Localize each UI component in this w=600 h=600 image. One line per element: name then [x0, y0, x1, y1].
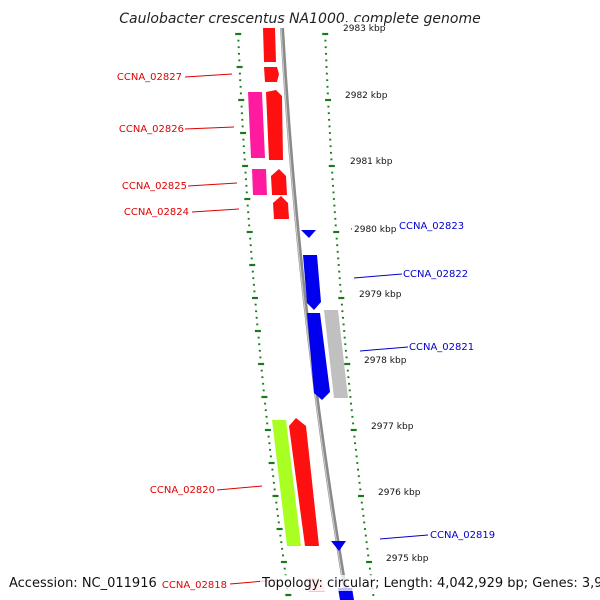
- kbp-label: 2980 kbp: [354, 225, 397, 235]
- kbp-label: 2983 kbp: [343, 24, 386, 34]
- gene-label-ccna-02823[interactable]: CCNA_02823: [399, 221, 464, 232]
- gene-block-02827-b[interactable]: [264, 67, 279, 82]
- map-title: Caulobacter crescentus NA1000, complete …: [119, 11, 480, 27]
- gene-block-02824-red[interactable]: [273, 196, 289, 219]
- gene-block-02822-blue[interactable]: [303, 255, 321, 310]
- gene-block-02825-red[interactable]: [271, 169, 287, 195]
- gene-label-ccna-02819[interactable]: CCNA_02819: [430, 530, 495, 541]
- topology-text: Topology: circular; Length: 4,042,929 bp…: [261, 576, 600, 591]
- gene-block-02826-red[interactable]: [266, 90, 283, 160]
- gene-label-ccna-02827[interactable]: CCNA_02827: [117, 72, 182, 83]
- gene-block-02826-pink[interactable]: [248, 92, 265, 158]
- kbp-label: 2977 kbp: [371, 422, 414, 432]
- gene-block-02821-grey[interactable]: [324, 310, 348, 398]
- outer-ruler: [322, 32, 375, 596]
- kbp-label: 2975 kbp: [386, 554, 429, 564]
- kbp-labels: 2983 kbp 2982 kbp 2981 kbp 2980 kbp 2979…: [340, 22, 429, 564]
- gene-label-ccna-02826[interactable]: CCNA_02826: [119, 124, 184, 135]
- left-leader-lines: [184, 73, 277, 585]
- left-gene-labels: CCNA_02827 CCNA_02826 CCNA_02825 CCNA_02…: [117, 72, 215, 496]
- kbp-label: 2982 kbp: [345, 91, 388, 101]
- genome-backbone: [280, 27, 349, 600]
- gene-label-ccna-02820[interactable]: CCNA_02820: [150, 485, 215, 496]
- right-gene-labels: CCNA_02823 CCNA_02822 CCNA_02821 CCNA_02…: [399, 221, 495, 541]
- footer: Accession: NC_011916 CCNA_02818 Topology…: [9, 575, 600, 591]
- kbp-label: 2978 kbp: [364, 356, 407, 366]
- gene-label-ccna-02821[interactable]: CCNA_02821: [409, 342, 474, 353]
- gene-label-ccna-02818[interactable]: CCNA_02818: [162, 580, 227, 591]
- gene-block-02820-red[interactable]: [289, 418, 319, 546]
- gene-block-02821-blue[interactable]: [307, 313, 330, 400]
- gene-label-ccna-02824[interactable]: CCNA_02824: [124, 207, 189, 218]
- kbp-label: 2981 kbp: [350, 157, 393, 167]
- genome-backbone-highlight: [280, 27, 347, 600]
- gene-block-02820-lime[interactable]: [272, 420, 301, 546]
- gene-features: [248, 28, 354, 600]
- gene-block-02819-blue[interactable]: [331, 541, 346, 551]
- gene-label-ccna-02822[interactable]: CCNA_02822: [403, 269, 468, 280]
- kbp-label: 2979 kbp: [359, 290, 402, 300]
- accession-text: Accession: NC_011916: [9, 576, 157, 591]
- gene-block-02825-pink[interactable]: [252, 169, 267, 195]
- kbp-label: 2976 kbp: [378, 488, 421, 498]
- gene-label-ccna-02825[interactable]: CCNA_02825: [122, 181, 187, 192]
- gene-block-02823-blue[interactable]: [301, 230, 316, 238]
- gene-block-02827-a[interactable]: [263, 28, 276, 62]
